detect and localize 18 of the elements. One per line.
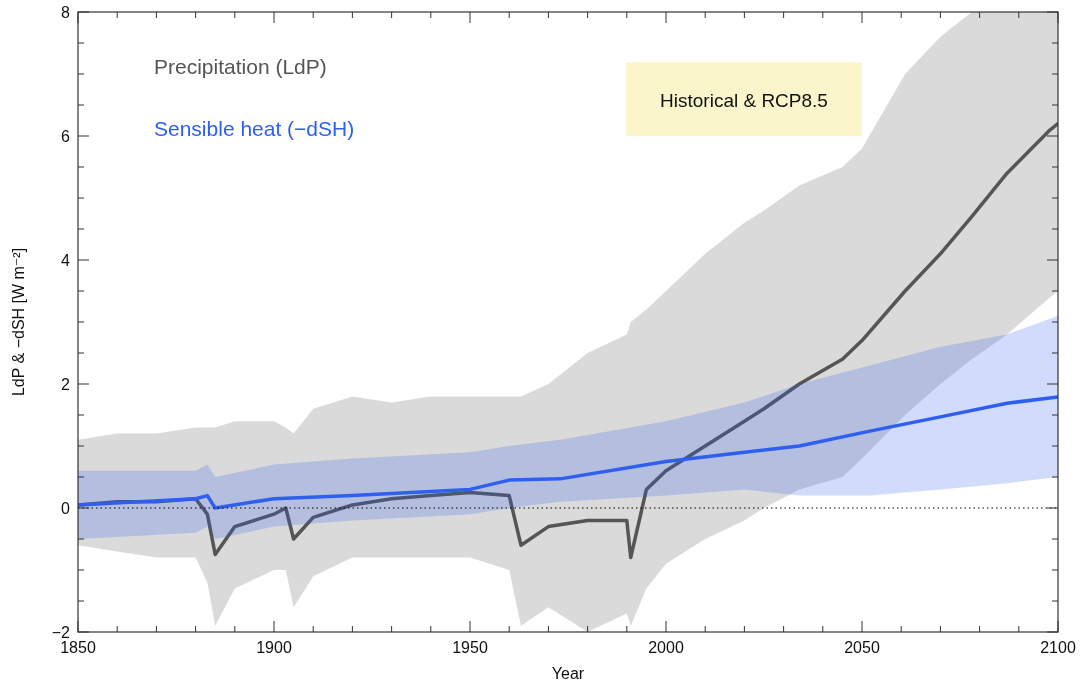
x-tick-label: 1850 [60,639,96,656]
x-tick-label: 1900 [256,639,292,656]
annotation: Historical & RCP8.5 [660,90,828,111]
line-series [78,395,1058,510]
x-tick-label: 2050 [844,639,880,656]
x-tick-label: 2000 [648,639,684,656]
text: Sensible heat (−dSH) [154,117,355,140]
y-tick-label: 6 [61,128,71,145]
y-axis-title: LdP & −dSH [W m⁻²] [10,247,27,397]
y-tick-label: −2 [51,624,71,641]
y-tick-label: 4 [61,252,71,269]
text: Precipitation (LdP) [154,55,327,78]
y-tick-label: 8 [61,4,71,21]
x-axis-title: Year [551,665,585,682]
x-tick-label: 2100 [1040,639,1076,656]
x-tick-label: 1950 [452,639,488,656]
y-tick-label: 2 [61,376,71,393]
y-tick-label: 0 [61,500,71,517]
